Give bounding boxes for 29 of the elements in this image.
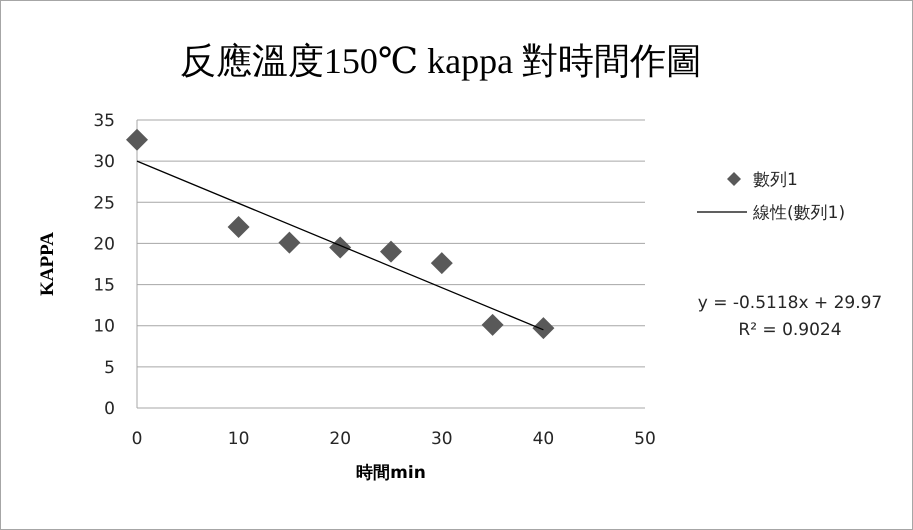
x-axis-title: 時間min (356, 463, 426, 483)
point (482, 314, 504, 336)
x-tick-label: 20 (329, 429, 352, 449)
text: y = -0.5118x + 29.97 (698, 293, 882, 313)
y-tick-label: 35 (93, 111, 115, 131)
y-tick-label: 0 (104, 399, 115, 419)
y-tick-label: 30 (93, 152, 115, 172)
x-tick-label: 0 (132, 429, 142, 449)
point (228, 216, 250, 238)
y-axis-title: KAPPA (37, 232, 58, 296)
point (126, 128, 148, 151)
y-tick-label: 25 (93, 193, 115, 214)
x-tick-label: 50 (634, 429, 656, 449)
y-tick-label: 5 (104, 358, 115, 378)
y-tick-label: 10 (93, 316, 115, 337)
legend-label: 線性(數列1) (752, 203, 846, 223)
text: R² = 0.9024 (738, 320, 842, 340)
chart-title: 反應溫度150℃ kappa 對時間作圖 (180, 41, 702, 81)
point (278, 232, 300, 254)
x-tick-label: 40 (532, 429, 554, 449)
point (430, 252, 453, 274)
x-tick-label: 10 (228, 429, 250, 449)
legend-label: 數列1 (753, 170, 798, 190)
y-tick-label: 20 (93, 234, 115, 254)
point (329, 236, 352, 259)
point (532, 317, 554, 340)
x-tick-label: 30 (430, 429, 453, 449)
point (380, 240, 402, 263)
y-tick-label: 15 (93, 276, 115, 296)
